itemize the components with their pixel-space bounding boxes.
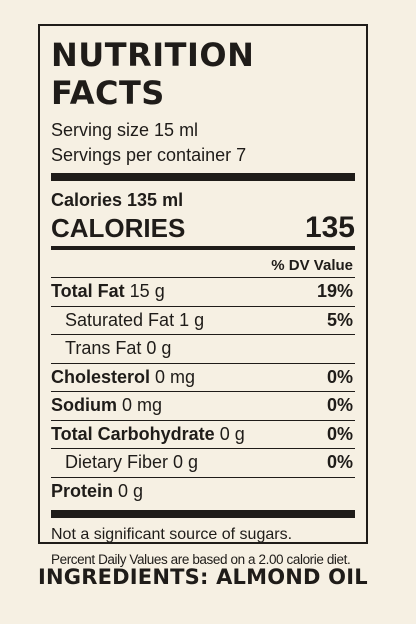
nutrient-amount: 15 g — [124, 281, 165, 302]
nutrient-amount: 0 g — [214, 423, 245, 444]
nutrient-row-saturated-fat: Saturated Fat 1 g 5% — [51, 305, 355, 335]
nutrient-name: Trans Fat — [65, 338, 142, 359]
nutrient-row-total-fat: Total Fat 15 g 19% — [51, 277, 355, 306]
medium-divider — [51, 246, 355, 250]
nutrient-name: Total Carbohydrate — [51, 423, 215, 444]
nutrient-amount: 0 mg — [150, 366, 196, 387]
serving-size: Serving size 15 ml — [51, 120, 199, 140]
nutrient-row-dietary-fiber: Dietary Fiber 0 g 0% — [51, 448, 355, 477]
calories-small: Calories 135 ml — [51, 190, 184, 210]
nutrient-amount: 0 mg — [117, 395, 163, 416]
ingredients-line: INGREDIENTS: ALMOND OIL — [38, 565, 368, 589]
nutrient-name: Protein — [51, 480, 114, 501]
nutrient-row-protein: Protein 0 g — [51, 476, 355, 506]
nutrient-amount: 0 g — [168, 452, 199, 473]
nutrition-facts-panel: NUTRITION FACTS Serving size 15 ml Servi… — [38, 24, 368, 567]
thick-divider-bottom — [51, 510, 355, 518]
nutrient-dv: 19% — [316, 281, 353, 302]
label-title: NUTRITION FACTS — [51, 36, 255, 112]
nutrient-dv: 0% — [326, 395, 353, 416]
sugars-note: Not a significant source of sugars. — [51, 526, 293, 543]
nutrient-amount: 0 g — [141, 338, 172, 359]
thick-divider — [51, 173, 355, 181]
nutrient-name: Saturated Fat — [65, 309, 175, 330]
nutrient-name: Sodium — [51, 395, 117, 416]
servings-per-container: Servings per container 7 — [51, 145, 247, 165]
nutrient-amount: 0 g — [113, 480, 144, 501]
dv-header: % DV Value — [271, 257, 353, 274]
nutrient-dv: 0% — [326, 452, 353, 473]
calories-value: 135 — [304, 211, 355, 244]
daily-value-note: Percent Daily Values are based on a 2.00… — [51, 552, 351, 567]
nutrient-row-sodium: Sodium 0 mg 0% — [51, 391, 355, 420]
nutrient-name: Cholesterol — [51, 366, 151, 387]
nutrient-row-cholesterol: Cholesterol 0 mg 0% — [51, 362, 355, 392]
calories-label: CALORIES — [51, 213, 186, 243]
nutrient-row-trans-fat: Trans Fat 0 g — [51, 334, 355, 363]
nutrient-dv: 0% — [326, 366, 353, 387]
nutrient-amount: 1 g — [174, 309, 205, 330]
nutrient-dv: 0% — [326, 423, 353, 444]
nutrient-row-total-carbohydrate: Total Carbohydrate 0 g 0% — [51, 419, 355, 449]
nutrient-dv: 5% — [326, 309, 353, 330]
calories-row: CALORIES 135 — [51, 211, 355, 244]
nutrient-name: Dietary Fiber — [65, 452, 169, 473]
nutrient-name: Total Fat — [51, 281, 125, 302]
